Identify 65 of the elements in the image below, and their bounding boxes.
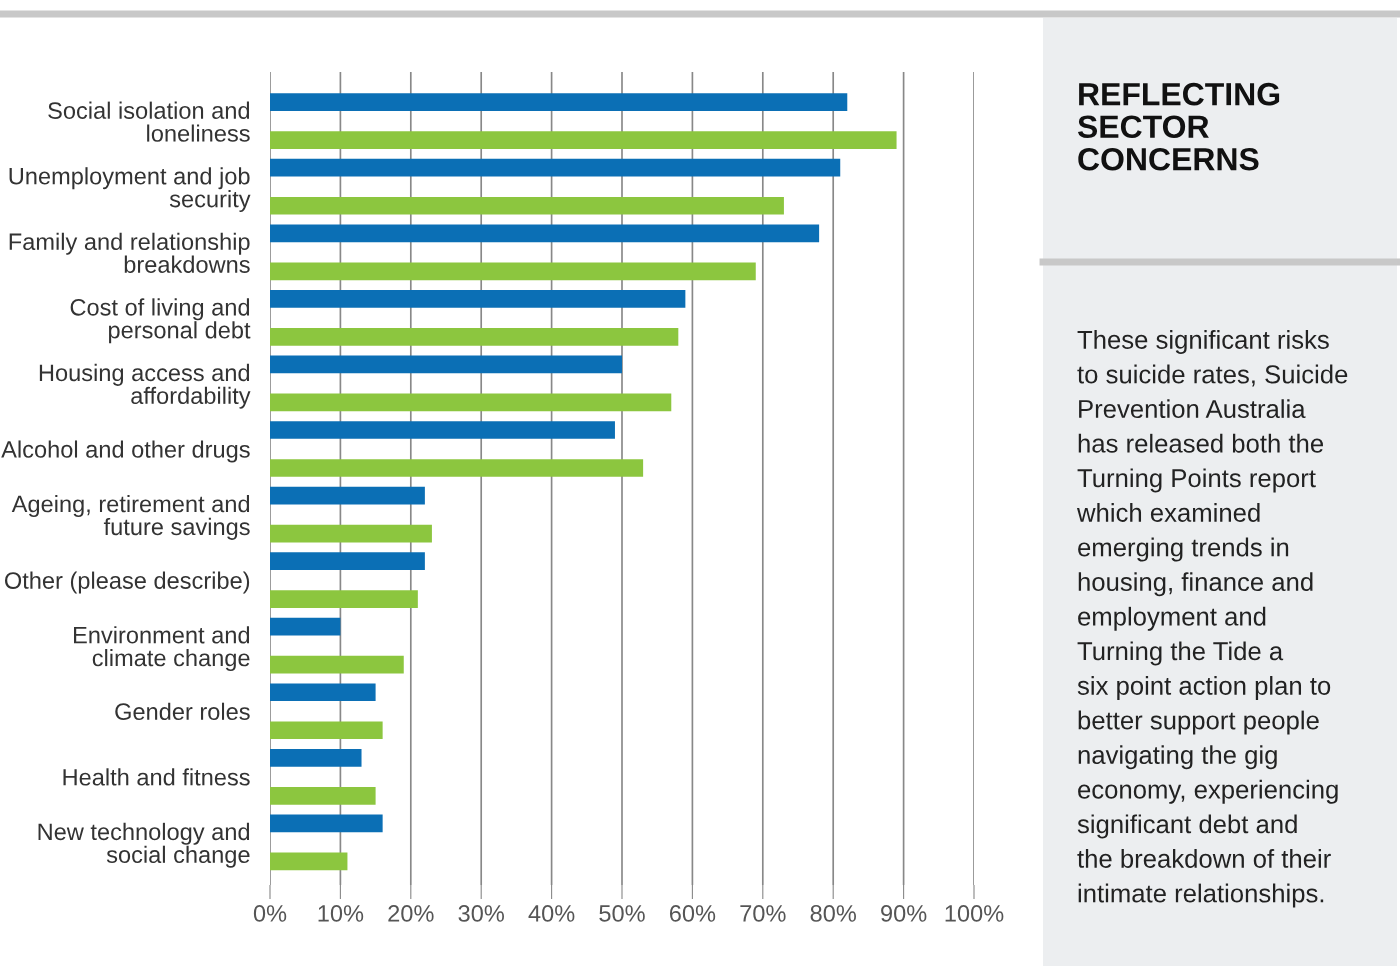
x-tick-label: 0% bbox=[253, 905, 287, 922]
y-tick-label: New technology and social change bbox=[38, 822, 250, 868]
x-tick-label: 10% bbox=[318, 905, 364, 922]
bar bbox=[270, 262, 756, 281]
y-tick-label: Ageing, retirement and future savings bbox=[11, 495, 250, 540]
y-tick-label: Unemployment and job security bbox=[9, 167, 251, 213]
text: Turning Points report bbox=[1077, 468, 1316, 493]
text: has released both the bbox=[1078, 433, 1323, 453]
x-tick-label: 70% bbox=[740, 905, 786, 922]
bar bbox=[270, 290, 686, 308]
y-tick-label: Social isolation and loneliness bbox=[48, 101, 250, 142]
y-tick-label: Environment and climate change bbox=[74, 626, 250, 671]
bar bbox=[270, 786, 376, 805]
text: housing, finance and bbox=[1078, 572, 1313, 597]
bar bbox=[270, 814, 383, 833]
bar bbox=[270, 721, 383, 740]
x-tick-label: 50% bbox=[599, 905, 645, 922]
x-tick-label: 80% bbox=[810, 905, 856, 922]
bar bbox=[270, 393, 672, 412]
x-tick-label: 30% bbox=[458, 905, 504, 922]
y-tick-label: Gender roles bbox=[115, 702, 250, 721]
x-tick-label: 60% bbox=[669, 905, 716, 922]
bar bbox=[270, 524, 432, 543]
x-tick-label: 40% bbox=[528, 905, 575, 922]
text: employment and bbox=[1078, 606, 1266, 631]
bar bbox=[270, 355, 622, 374]
text: navigating the gig bbox=[1078, 745, 1277, 770]
text: Turning the Tide a bbox=[1077, 641, 1284, 666]
y-tick-label: Alcohol and other drugs bbox=[1, 440, 250, 463]
bar bbox=[270, 158, 841, 177]
text: Prevention Australia bbox=[1079, 399, 1306, 419]
bar bbox=[270, 224, 820, 243]
y-tick-label: Housing access and affordability bbox=[39, 363, 251, 409]
y-tick-label: Family and relationship breakdowns bbox=[9, 232, 250, 273]
bar bbox=[270, 421, 615, 439]
y-tick-label: Cost of living and personal debt bbox=[70, 298, 251, 344]
x-tick-label: 100% bbox=[945, 905, 1004, 922]
x-tick-label: 20% bbox=[388, 905, 434, 922]
text: which examined bbox=[1076, 503, 1260, 522]
text: REFLECTING SECTOR CONCERNS bbox=[1077, 82, 1280, 171]
bar bbox=[270, 93, 848, 112]
y-tick-label: Other (please describe) bbox=[4, 571, 250, 594]
bar bbox=[270, 590, 418, 608]
y-tick-label: Health and fitness bbox=[63, 768, 250, 786]
bar bbox=[270, 328, 679, 346]
bar bbox=[270, 552, 425, 570]
bar bbox=[270, 196, 784, 215]
text: better support people bbox=[1078, 710, 1319, 735]
text: economy, experiencing bbox=[1078, 779, 1338, 804]
text: to suicide rates, Suicide bbox=[1077, 364, 1348, 387]
bar bbox=[270, 748, 362, 767]
bar bbox=[270, 131, 897, 150]
x-tick-label: 90% bbox=[881, 905, 927, 922]
text: intimate relationships. bbox=[1078, 883, 1324, 908]
bar bbox=[270, 655, 404, 674]
text: the breakdown of their bbox=[1077, 849, 1331, 868]
text: These significant risks bbox=[1077, 330, 1329, 354]
bar bbox=[270, 459, 644, 477]
bar bbox=[270, 486, 425, 505]
bar bbox=[270, 683, 376, 702]
text: significant debt and bbox=[1077, 814, 1297, 839]
bar bbox=[270, 852, 348, 871]
text: emerging trends in bbox=[1078, 537, 1289, 562]
text: six point action plan to bbox=[1077, 676, 1331, 700]
bar bbox=[270, 617, 341, 636]
